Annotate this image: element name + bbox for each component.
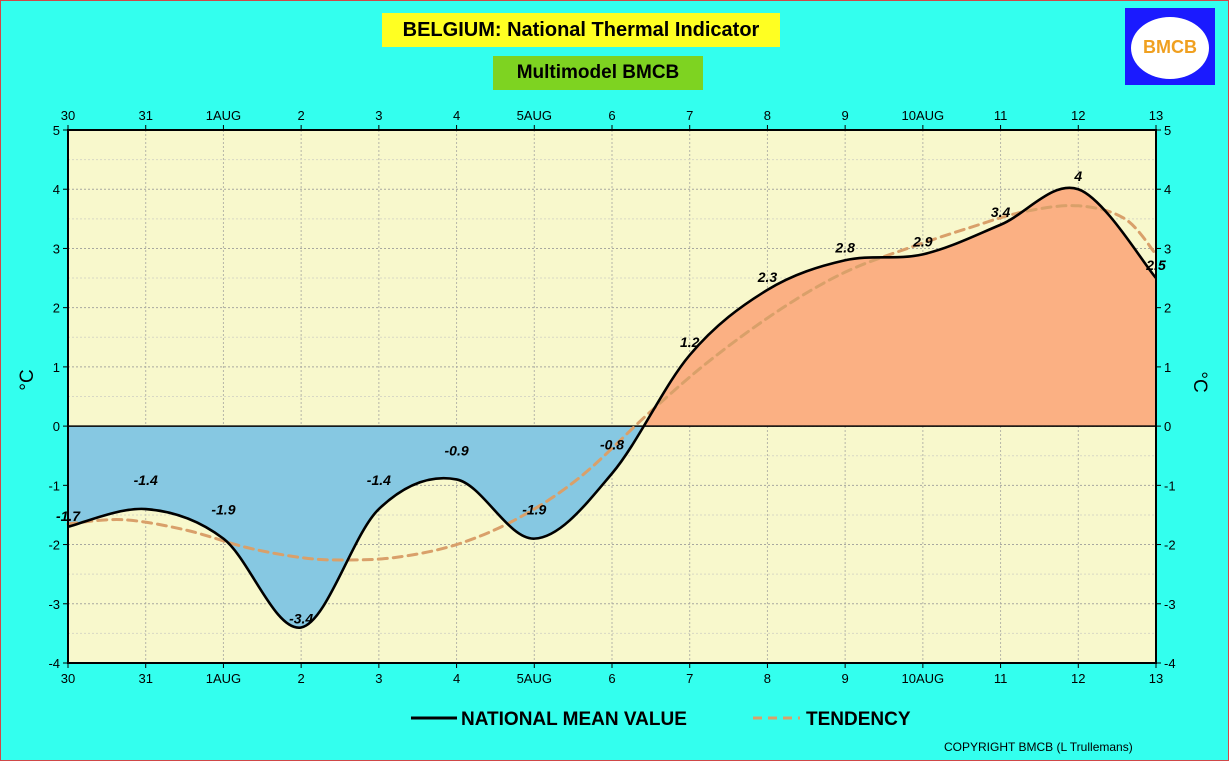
x-tick-label-top: 3 <box>375 108 382 123</box>
x-tick-label-top: 1AUG <box>206 108 241 123</box>
x-tick-label-bottom: 5AUG <box>517 671 552 686</box>
y-tick-label-right: -3 <box>1164 597 1176 612</box>
y-tick-label-right: 1 <box>1164 360 1171 375</box>
negative-area <box>68 426 644 628</box>
x-tick-label-top: 13 <box>1149 108 1163 123</box>
tendency-line <box>66 204 1158 562</box>
chart-title: BELGIUM: National Thermal Indicator <box>382 13 780 47</box>
x-tick-label-bottom: 9 <box>842 671 849 686</box>
data-label: 2.9 <box>912 233 933 249</box>
legend-label-mean: NATIONAL MEAN VALUE <box>461 709 687 730</box>
y-tick-label-left: -2 <box>48 538 60 553</box>
x-tick-label-bottom: 30 <box>61 671 75 686</box>
data-label: 1.2 <box>680 334 700 350</box>
data-label: -1.9 <box>211 502 235 518</box>
mean-value-line <box>67 186 1157 629</box>
data-label: -0.9 <box>445 442 469 458</box>
y-tick-label-left: 1 <box>53 360 60 375</box>
copyright-text: COPYRIGHT BMCB (L Trullemans) <box>944 740 1133 754</box>
data-label: 2.5 <box>1145 257 1166 273</box>
y-tick-label-left: -3 <box>48 597 60 612</box>
x-tick-label-top: 9 <box>842 108 849 123</box>
x-tick-label-bottom: 4 <box>453 671 460 686</box>
x-tick-label-bottom: 8 <box>764 671 771 686</box>
positive-area <box>68 187 1156 427</box>
x-tick-label-bottom: 2 <box>298 671 305 686</box>
legend-label-tendency: TENDENCY <box>806 709 911 730</box>
y-axis-label-right: °C <box>1189 371 1210 392</box>
x-tick-label-top: 10AUG <box>902 108 945 123</box>
x-tick-label-top: 4 <box>453 108 460 123</box>
bmcb-logo: BMCB <box>1125 8 1215 85</box>
y-tick-label-right: 3 <box>1164 241 1171 256</box>
y-tick-label-left: -1 <box>48 478 60 493</box>
y-axis-label-left: °C <box>17 369 38 390</box>
y-tick-label-right: -4 <box>1164 656 1176 671</box>
data-label: 4 <box>1073 168 1082 184</box>
y-tick-label-right: -1 <box>1164 478 1176 493</box>
y-tick-label-left: -4 <box>48 656 60 671</box>
x-tick-label-top: 7 <box>686 108 693 123</box>
y-tick-label-left: 5 <box>53 123 60 138</box>
chart-subtitle: Multimodel BMCB <box>493 56 703 90</box>
y-tick-label-left: 2 <box>53 301 60 316</box>
data-label: -0.8 <box>600 436 624 452</box>
data-label: 2.3 <box>757 269 778 285</box>
x-tick-label-top: 2 <box>298 108 305 123</box>
data-label: -1.7 <box>56 508 81 524</box>
data-label: -1.4 <box>134 472 158 488</box>
x-tick-label-bottom: 13 <box>1149 671 1163 686</box>
y-tick-label-left: 4 <box>53 182 60 197</box>
y-tick-label-right: -2 <box>1164 538 1176 553</box>
x-tick-label-bottom: 6 <box>608 671 615 686</box>
x-tick-label-top: 30 <box>61 108 75 123</box>
y-tick-label-right: 2 <box>1164 301 1171 316</box>
data-label: 3.4 <box>991 204 1011 220</box>
y-tick-label-right: 5 <box>1164 123 1171 138</box>
x-tick-label-top: 12 <box>1071 108 1085 123</box>
x-tick-label-top: 6 <box>608 108 615 123</box>
x-tick-label-top: 5AUG <box>517 108 552 123</box>
data-label: -3.4 <box>289 610 313 626</box>
logo-text: BMCB <box>1143 37 1197 57</box>
data-label: 2.8 <box>834 239 855 255</box>
y-tick-label-left: 3 <box>53 241 60 256</box>
x-tick-label-top: 31 <box>138 108 152 123</box>
x-tick-label-bottom: 31 <box>138 671 152 686</box>
x-tick-label-top: 8 <box>764 108 771 123</box>
data-label: -1.4 <box>367 472 391 488</box>
x-tick-label-bottom: 11 <box>994 671 1008 686</box>
x-tick-label-bottom: 1AUG <box>206 671 241 686</box>
x-tick-label-bottom: 7 <box>686 671 693 686</box>
logo-circle: BMCB <box>1131 17 1209 79</box>
x-tick-label-bottom: 3 <box>375 671 382 686</box>
x-tick-label-bottom: 12 <box>1071 671 1085 686</box>
x-tick-label-bottom: 10AUG <box>902 671 945 686</box>
y-tick-label-right: 4 <box>1164 182 1171 197</box>
data-label: -1.9 <box>522 502 546 518</box>
y-tick-label-right: 0 <box>1164 419 1171 434</box>
x-tick-label-top: 11 <box>994 108 1008 123</box>
y-tick-label-left: 0 <box>53 419 60 434</box>
